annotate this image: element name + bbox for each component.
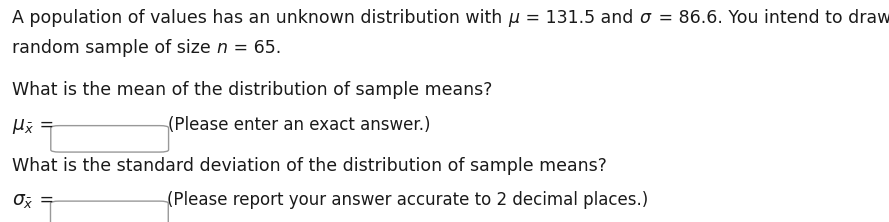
FancyBboxPatch shape xyxy=(51,126,169,152)
Text: (Please report your answer accurate to 2 decimal places.): (Please report your answer accurate to 2… xyxy=(167,191,649,209)
Text: =: = xyxy=(34,116,60,134)
Text: = 65.: = 65. xyxy=(228,39,281,57)
Text: =: = xyxy=(34,191,60,209)
Text: $n$: $n$ xyxy=(216,39,228,57)
FancyBboxPatch shape xyxy=(51,201,168,222)
Text: = 131.5 and: = 131.5 and xyxy=(520,9,639,27)
Text: $\mu$: $\mu$ xyxy=(508,11,520,29)
Text: = 86.6. You intend to draw a: = 86.6. You intend to draw a xyxy=(653,9,889,27)
Text: $\sigma_{\bar{x}}$: $\sigma_{\bar{x}}$ xyxy=(12,192,34,211)
Text: (Please enter an exact answer.): (Please enter an exact answer.) xyxy=(168,116,430,134)
Text: $\mu_{\bar{x}}$: $\mu_{\bar{x}}$ xyxy=(12,117,34,136)
Text: A population of values has an unknown distribution with: A population of values has an unknown di… xyxy=(12,9,508,27)
Text: $\sigma$: $\sigma$ xyxy=(639,9,653,27)
Text: What is the mean of the distribution of sample means?: What is the mean of the distribution of … xyxy=(12,81,493,99)
Text: What is the standard deviation of the distribution of sample means?: What is the standard deviation of the di… xyxy=(12,157,607,175)
Text: random sample of size: random sample of size xyxy=(12,39,216,57)
